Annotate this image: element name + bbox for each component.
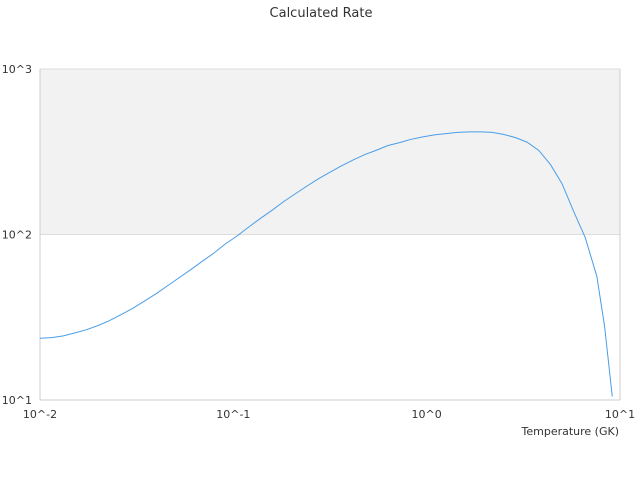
x-tick-label: 10^-1 — [216, 408, 250, 421]
y-tick-labels: 10^1 10^2 10^3 — [2, 63, 32, 407]
x-tick-labels: 10^-2 10^-1 10^0 10^1 — [23, 408, 635, 421]
x-axis-label: Temperature (GK) — [521, 425, 620, 438]
y-tick-label: 10^2 — [2, 229, 32, 242]
y-tick-label: 10^1 — [2, 394, 32, 407]
plot-band — [40, 69, 620, 235]
axes — [39, 69, 621, 401]
chart-title: Calculated Rate — [270, 6, 373, 21]
x-tick-label: 10^-2 — [23, 408, 57, 421]
y-tick-label: 10^3 — [2, 63, 32, 76]
x-tick-label: 10^1 — [605, 408, 635, 421]
x-tick-label: 10^0 — [412, 408, 442, 421]
series-line — [39, 131, 613, 397]
